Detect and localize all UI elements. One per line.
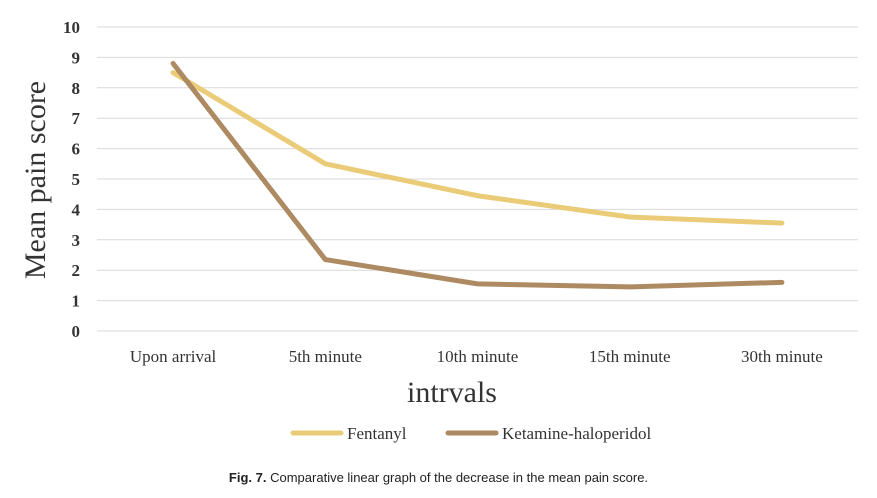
x-tick-label: 15th minute (589, 347, 671, 366)
y-tick-label: 0 (72, 322, 81, 341)
caption-text: Comparative linear graph of the decrease… (270, 470, 649, 485)
y-tick-label: 8 (72, 79, 81, 98)
y-tick-label: 1 (72, 292, 81, 311)
x-axis-title: intrvals (407, 376, 497, 409)
y-tick-label: 6 (72, 140, 81, 159)
x-axis-ticks: Upon arrival 5th minute 10th minute 15th mi… (130, 347, 823, 366)
series-lines (170, 60, 785, 290)
y-axis-ticks: 0 1 2 3 4 5 6 7 8 9 10 (63, 18, 81, 341)
x-tick-label: Upon arrival (130, 347, 217, 366)
y-tick-label: 7 (72, 109, 81, 128)
y-axis-title: Mean pain score (19, 81, 52, 279)
figure-caption: Fig. 7. Comparative linear graph of the … (0, 470, 877, 485)
y-tick-label: 10 (63, 18, 80, 37)
grid-lines (97, 26, 858, 332)
y-tick-label: 4 (72, 200, 81, 219)
x-tick-label: 5th minute (289, 347, 362, 366)
caption-label: Fig. 7. (228, 470, 267, 485)
legend-label: Fentanyl (347, 424, 407, 443)
line-chart: 0 1 2 3 4 5 6 7 8 9 10 Upon arrival 5th minute 10th … (19, 18, 858, 443)
legend: Fentanyl Ketamine-haloperidol (290, 424, 651, 443)
series-line-1 (170, 70, 785, 226)
y-tick-label: 9 (72, 48, 81, 67)
y-tick-label: 2 (72, 261, 81, 280)
y-tick-label: 3 (72, 231, 81, 250)
series-line-2 (170, 60, 785, 290)
x-tick-label: 30th minute (741, 347, 823, 366)
x-tick-label: 10th minute (437, 347, 519, 366)
y-tick-label: 5 (72, 170, 81, 189)
legend-label: Ketamine-haloperidol (502, 424, 651, 443)
